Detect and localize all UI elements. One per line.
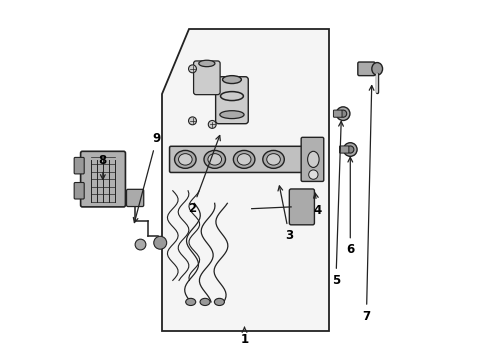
Ellipse shape — [307, 151, 319, 167]
Ellipse shape — [200, 298, 210, 306]
Circle shape — [153, 236, 166, 249]
Ellipse shape — [339, 110, 346, 117]
Ellipse shape — [262, 150, 284, 168]
Text: 4: 4 — [313, 193, 322, 217]
Circle shape — [208, 121, 216, 129]
FancyBboxPatch shape — [339, 146, 348, 153]
Ellipse shape — [174, 150, 196, 168]
Ellipse shape — [214, 298, 224, 306]
Ellipse shape — [220, 111, 244, 118]
Text: 7: 7 — [362, 86, 373, 323]
Ellipse shape — [237, 154, 250, 165]
Ellipse shape — [198, 60, 214, 67]
FancyBboxPatch shape — [333, 110, 341, 117]
FancyBboxPatch shape — [74, 157, 84, 174]
Text: 8: 8 — [99, 154, 107, 179]
FancyBboxPatch shape — [215, 77, 248, 124]
Text: 1: 1 — [240, 327, 248, 346]
FancyBboxPatch shape — [126, 189, 143, 207]
FancyBboxPatch shape — [81, 151, 125, 207]
Ellipse shape — [343, 143, 356, 156]
Ellipse shape — [371, 63, 382, 75]
Circle shape — [188, 65, 196, 73]
Circle shape — [135, 239, 145, 250]
Ellipse shape — [346, 146, 353, 153]
Ellipse shape — [207, 154, 221, 165]
Ellipse shape — [336, 107, 349, 121]
FancyBboxPatch shape — [301, 137, 323, 181]
FancyBboxPatch shape — [289, 189, 314, 225]
Text: 2: 2 — [188, 135, 220, 215]
FancyBboxPatch shape — [193, 61, 220, 95]
Ellipse shape — [266, 154, 280, 165]
Polygon shape — [162, 30, 328, 330]
Ellipse shape — [185, 298, 195, 306]
Ellipse shape — [233, 150, 254, 168]
Circle shape — [308, 170, 317, 179]
Circle shape — [188, 117, 196, 125]
Text: 3: 3 — [278, 186, 293, 242]
Text: 9: 9 — [133, 132, 161, 222]
Ellipse shape — [203, 150, 225, 168]
FancyBboxPatch shape — [357, 62, 374, 76]
FancyBboxPatch shape — [74, 183, 84, 199]
Ellipse shape — [178, 154, 192, 165]
Text: 5: 5 — [331, 121, 343, 287]
FancyBboxPatch shape — [169, 146, 303, 172]
Text: 6: 6 — [346, 157, 354, 256]
Ellipse shape — [222, 76, 241, 84]
